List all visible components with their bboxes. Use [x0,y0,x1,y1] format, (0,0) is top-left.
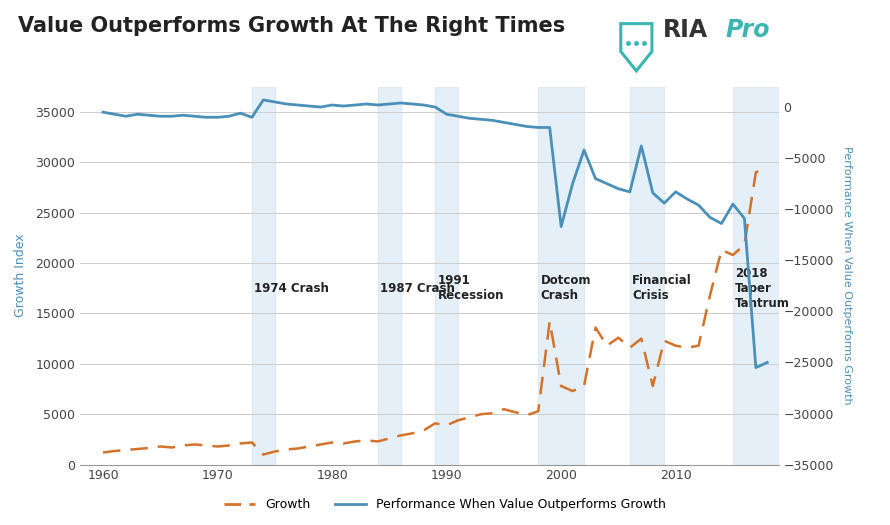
Text: 1974 Crash: 1974 Crash [255,282,329,295]
Text: 2018
Taper
Tantrum: 2018 Taper Tantrum [735,267,790,310]
Text: Pro: Pro [725,18,770,43]
Bar [630,87,664,465]
Y-axis label: Performance When Value Outperforms Growth: Performance When Value Outperforms Growt… [842,146,853,405]
Bar [538,87,584,465]
Bar [252,87,275,465]
Text: Dotcom
Crash: Dotcom Crash [540,274,591,302]
Legend: Growth, Performance When Value Outperforms Growth: Growth, Performance When Value Outperfor… [219,493,671,516]
Text: 1991
Recession: 1991 Recession [438,274,504,302]
Bar [733,87,779,465]
Y-axis label: Growth Index: Growth Index [14,234,27,318]
Bar [435,87,458,465]
Text: RIA: RIA [663,18,708,43]
Text: Financial
Crisis: Financial Crisis [632,274,692,302]
Bar [378,87,400,465]
Text: Value Outperforms Growth At The Right Times: Value Outperforms Growth At The Right Ti… [18,16,565,36]
Text: 1987 Crash: 1987 Crash [380,282,455,295]
